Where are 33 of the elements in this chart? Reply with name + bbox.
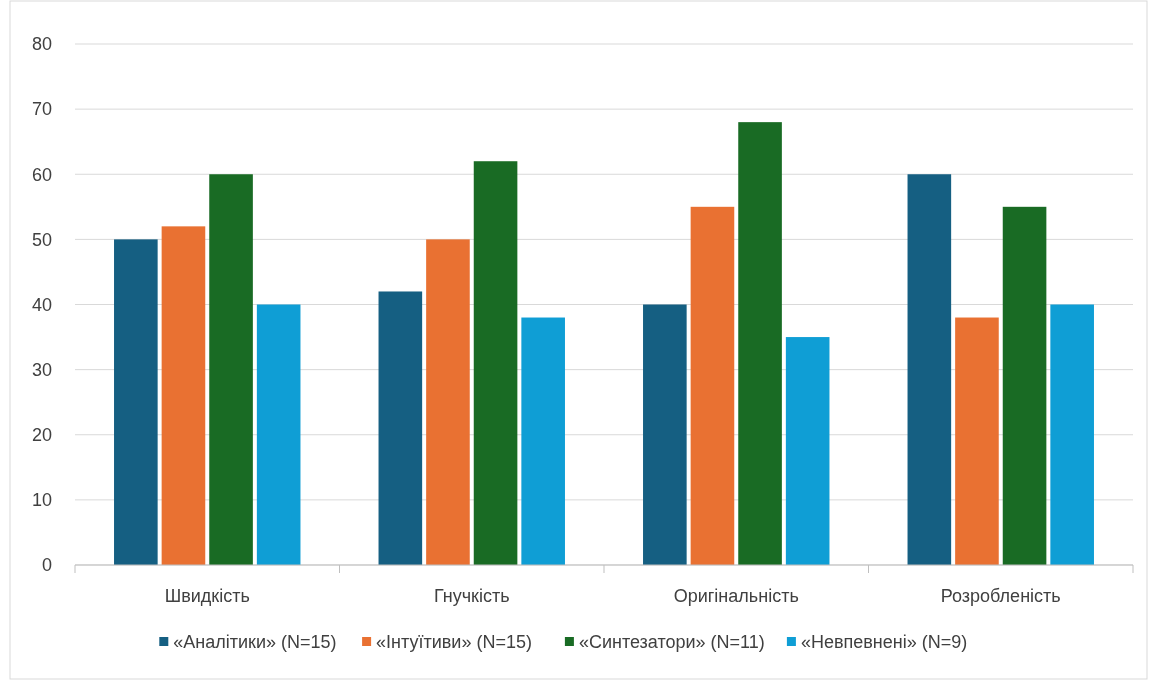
- y-tick-label: 70: [31, 99, 52, 120]
- bar: [785, 337, 830, 565]
- bar: [473, 161, 518, 565]
- bar: [161, 226, 206, 565]
- legend-label: «Невпевнені» (N=9): [800, 632, 968, 652]
- y-tick-label: 50: [31, 229, 52, 250]
- bar: [643, 304, 687, 565]
- x-tick-label: Швидкість: [164, 586, 250, 606]
- bar: [907, 174, 952, 565]
- bar: [256, 304, 301, 565]
- bar: [738, 122, 782, 565]
- legend-label: «Інтуїтиви» (N=15): [376, 632, 532, 652]
- y-tick-label: 40: [31, 294, 52, 315]
- bar: [1050, 304, 1094, 565]
- y-tick-label: 0: [41, 555, 52, 576]
- bar: [955, 317, 999, 565]
- bar: [114, 239, 158, 565]
- bar: [378, 291, 423, 565]
- legend-label: «Аналітики» (N=15): [173, 632, 337, 652]
- bar: [521, 317, 565, 565]
- x-tick-label: Гнучкість: [433, 586, 510, 606]
- bar: [209, 174, 253, 565]
- bar: [426, 239, 470, 565]
- legend-label: «Синтезатори» (N=11): [578, 632, 765, 652]
- bar: [690, 206, 735, 565]
- bar: [1002, 206, 1047, 565]
- y-tick-label: 80: [31, 34, 52, 55]
- x-tick-label: Оригінальність: [673, 586, 799, 606]
- y-tick-label: 20: [31, 425, 52, 446]
- x-tick-label: Розробленість: [940, 586, 1061, 606]
- y-tick-label: 30: [31, 359, 52, 380]
- y-tick-label: 60: [31, 164, 52, 185]
- y-tick-label: 10: [31, 490, 52, 511]
